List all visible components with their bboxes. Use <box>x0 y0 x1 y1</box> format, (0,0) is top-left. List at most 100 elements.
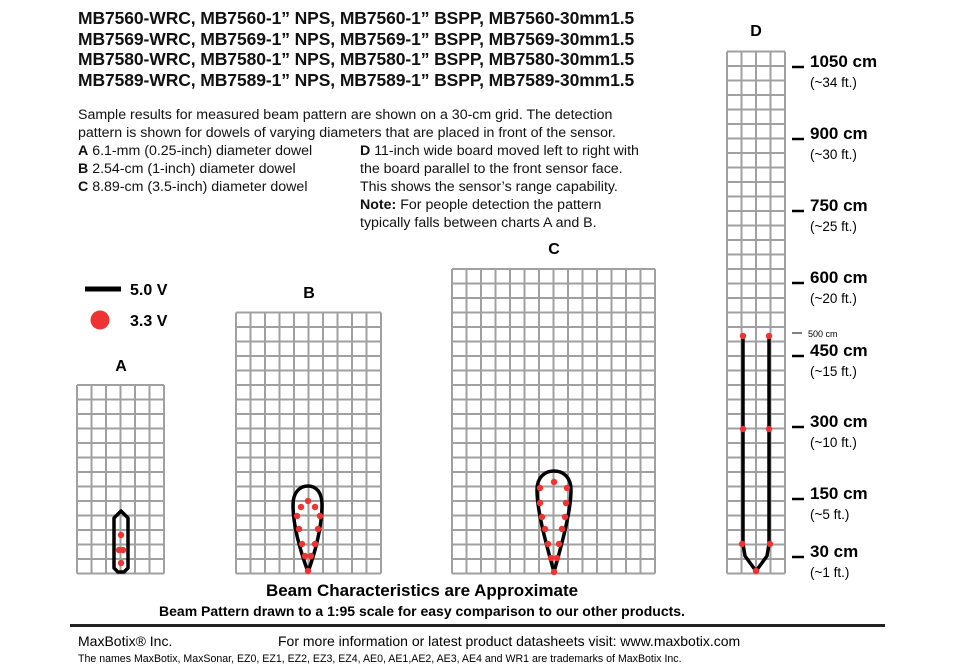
scale-ft-label: (~34 ft.) <box>810 75 857 90</box>
note-label: Note: <box>360 197 397 213</box>
scale-cm-label: 150 cm <box>810 484 868 503</box>
scale-ft-label: (~20 ft.) <box>810 291 857 306</box>
scale-cm-label: 300 cm <box>810 412 868 431</box>
scale-mark: 150 cm (~5 ft.) <box>792 484 868 522</box>
beam-point-3v3 <box>316 512 324 520</box>
chart-d-label: D <box>750 23 762 40</box>
grid-b <box>235 311 382 575</box>
beam-point-3v3 <box>536 499 544 507</box>
chart-a-label: A <box>115 358 127 375</box>
chart-b-label: B <box>303 285 315 302</box>
beam-point-3v3 <box>561 513 569 521</box>
scale-mark: 30 cm (~1 ft.) <box>792 542 858 580</box>
beam-point-3v3 <box>544 540 552 548</box>
target-key: D <box>360 143 371 159</box>
beam-point-3v3 <box>307 552 315 560</box>
scale-ft-label: (~10 ft.) <box>810 435 857 450</box>
beam-point-3v3 <box>739 332 747 340</box>
beam-point-3v3 <box>562 499 570 507</box>
beam-point-3v3 <box>301 552 309 560</box>
scale-cm-label: 1050 cm <box>810 52 877 71</box>
footer-divider <box>70 624 885 627</box>
beam-point-3v3 <box>295 525 303 533</box>
intro-text: Sample results for measured beam pattern… <box>78 106 616 142</box>
beam-point-3v3 <box>293 512 301 520</box>
beam-point-3v3 <box>311 503 319 511</box>
scale-note: Beam Pattern drawn to a 1:95 scale for e… <box>159 603 685 619</box>
target-text: the board parallel to the front sensor f… <box>360 161 623 177</box>
scale-cm-label: 30 cm <box>810 542 858 561</box>
scale-mark: 300 cm (~10 ft.) <box>792 412 868 450</box>
scale-ft-label: (~5 ft.) <box>810 507 849 522</box>
scale-cm-label: 450 cm <box>810 341 868 360</box>
beam-point-3v3 <box>314 525 322 533</box>
target-a: A 6.1-mm (0.25-inch) diameter dowel <box>78 142 312 160</box>
title-line: MB7580-WRC, MB7580-1” NPS, MB7580-1” BSP… <box>78 49 635 69</box>
scale-cm-label: 750 cm <box>810 196 868 215</box>
beam-point-3v3 <box>738 540 746 548</box>
intro-line: pattern is shown for dowels of varying d… <box>78 125 616 141</box>
beam-point-3v3 <box>739 425 747 433</box>
scale-cm-label: 600 cm <box>810 268 868 287</box>
beam-point-3v3 <box>304 497 312 505</box>
scale-ft-label: (~1 ft.) <box>810 565 849 580</box>
footer-info: For more information or latest product d… <box>278 633 740 649</box>
target-key: C <box>78 179 89 195</box>
disclaimer-heading: Beam Characteristics are Approximate <box>266 581 578 600</box>
beam-point-3v3 <box>765 425 773 433</box>
beam-point-3v3 <box>298 540 306 548</box>
beam-a <box>112 509 130 574</box>
scale-minor-label: 500 cm <box>808 329 838 339</box>
chart-c-label: C <box>548 241 560 258</box>
target-c: C 8.89-cm (3.5-inch) diameter dowel <box>78 178 312 196</box>
scale-ft-label: (~15 ft.) <box>810 364 857 379</box>
intro-line: Sample results for measured beam pattern… <box>78 107 613 123</box>
target-text: 2.54-cm (1-inch) diameter dowel <box>92 161 296 177</box>
legend-dot-label: 3.3 V <box>130 313 168 330</box>
scale-ft-label: (~30 ft.) <box>810 147 857 162</box>
footer-company: MaxBotix® Inc. <box>78 633 172 649</box>
beam-point-3v3 <box>752 567 760 575</box>
beam-point-3v3 <box>547 554 555 562</box>
beam-c <box>535 469 573 576</box>
beam-outline-5v <box>112 509 130 574</box>
beam-outline-5v <box>291 484 324 574</box>
title-line: MB7589-WRC, MB7589-1” NPS, MB7589-1” BSP… <box>78 69 635 90</box>
target-text: 6.1-mm (0.25-inch) diameter dowel <box>92 143 313 159</box>
scale-mark: 600 cm (~20 ft.) <box>792 268 868 306</box>
grid-d <box>726 50 786 575</box>
beam-point-3v3 <box>536 484 544 492</box>
note-text: typically falls between charts A and B. <box>360 215 597 231</box>
beam-point-3v3 <box>558 525 566 533</box>
target-b: B 2.54-cm (1-inch) diameter dowel <box>78 160 312 178</box>
product-title: MB7560-WRC, MB7560-1” NPS, MB7560-1” BSP… <box>78 8 634 90</box>
scale-ft-label: (~25 ft.) <box>810 219 857 234</box>
legend-line-label: 5.0 V <box>130 282 168 299</box>
grid-a <box>76 384 165 575</box>
footer-trademarks: The names MaxBotix, MaxSonar, EZ0, EZ1, … <box>78 653 682 665</box>
beam-point-3v3 <box>563 484 571 492</box>
beam-point-3v3 <box>304 567 312 575</box>
beam-point-3v3 <box>117 559 125 567</box>
beam-d <box>738 332 774 575</box>
target-key: A <box>78 143 89 159</box>
grid-c <box>451 268 656 575</box>
beam-point-3v3 <box>550 568 558 576</box>
beam-point-3v3 <box>119 546 127 554</box>
target-key: B <box>78 161 89 177</box>
beam-point-3v3 <box>550 478 558 486</box>
beam-b <box>291 484 324 575</box>
beam-point-3v3 <box>766 540 774 548</box>
target-text: 11-inch wide board moved left to right w… <box>374 143 639 159</box>
scale-mark: 1050 cm (~34 ft.) <box>792 52 877 90</box>
beam-point-3v3 <box>117 531 125 539</box>
scale-mark: 900 cm (~30 ft.) <box>792 124 868 162</box>
target-d: D 11-inch wide board moved left to right… <box>360 142 639 232</box>
beam-point-3v3 <box>311 540 319 548</box>
target-text: 8.89-cm (3.5-inch) diameter dowel <box>92 179 308 195</box>
target-list: A 6.1-mm (0.25-inch) diameter dowel B 2.… <box>78 142 312 196</box>
note-text: For people detection the pattern <box>400 197 602 213</box>
beam-point-3v3 <box>297 503 305 511</box>
title-line: MB7569-WRC, MB7569-1” NPS, MB7569-1” BSP… <box>78 28 635 49</box>
